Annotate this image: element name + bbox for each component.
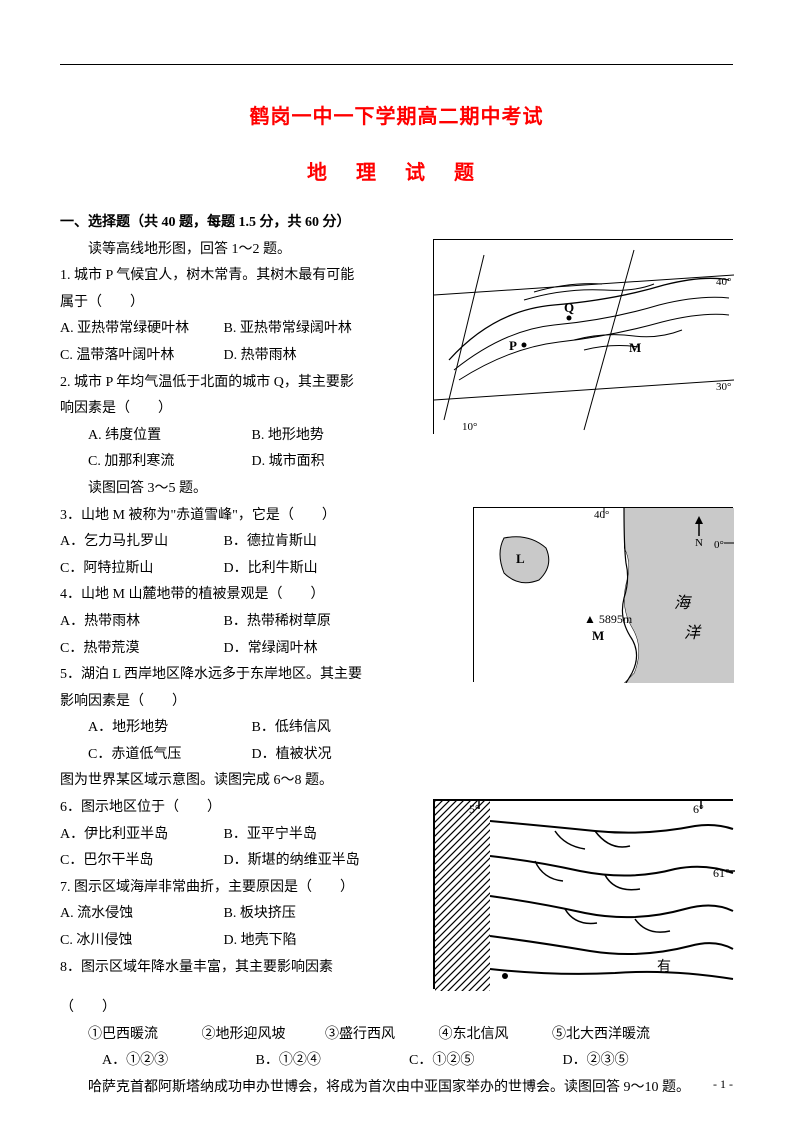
q3-option-d: D．比利牛斯山 bbox=[224, 556, 318, 583]
section-1-heading: 一、选择题（共 40 题，每题 1.5 分，共 60 分） bbox=[60, 210, 733, 237]
q7-option-d: D. 地壳下陷 bbox=[224, 928, 297, 955]
q8-item-4: ④东北信风 bbox=[439, 1022, 549, 1049]
q1-option-b: B. 亚热带常绿阔叶林 bbox=[224, 316, 352, 343]
q4-option-a: A．热带雨林 bbox=[60, 609, 220, 636]
q1-option-d: D. 热带雨林 bbox=[224, 343, 297, 370]
fig2-label-M: M bbox=[592, 628, 604, 643]
q6-option-b: B．亚平宁半岛 bbox=[224, 822, 317, 849]
q7-option-c: C. 冰川侵蚀 bbox=[60, 928, 220, 955]
q3-option-b: B．德拉肯斯山 bbox=[224, 529, 317, 556]
q8-item-3: ③盛行西风 bbox=[325, 1022, 435, 1049]
q7-option-b: B. 板块挤压 bbox=[224, 901, 296, 928]
q4-option-c: C．热带荒漠 bbox=[60, 636, 220, 663]
fig2-lon-40: 40° bbox=[594, 509, 609, 521]
fig1-lat-30: 30° bbox=[716, 381, 731, 393]
q8-item-5: ⑤北大西洋暖流 bbox=[552, 1022, 650, 1049]
exam-title-main: 鹤岗一中一下学期高二期中考试 bbox=[60, 98, 733, 136]
fig2-ocean-1: 海 bbox=[674, 594, 692, 612]
q6-option-a: A．伊比利亚半岛 bbox=[60, 822, 220, 849]
intro-q3-5: 读图回答 3～5 题。 bbox=[60, 476, 733, 503]
q4-option-d: D．常绿阔叶林 bbox=[224, 636, 318, 663]
q5-option-a: A．地形地势 bbox=[88, 715, 248, 742]
q8-option-a: A．①②③ bbox=[102, 1048, 252, 1075]
fig2-peak: ▲ 5895m bbox=[584, 612, 633, 626]
page-number: - 1 - bbox=[713, 1073, 733, 1096]
q2-option-a: A. 纬度位置 bbox=[88, 423, 248, 450]
fig1-label-P: P bbox=[509, 338, 517, 353]
q8-option-c: C．①②⑤ bbox=[409, 1048, 559, 1075]
q8-stem-main: 8．图示区域年降水量丰富，其主要影响因素 bbox=[60, 960, 333, 975]
q3-option-a: A．乞力马扎罗山 bbox=[60, 529, 220, 556]
fig1-label-M: M bbox=[629, 340, 641, 355]
fig2-lat-0: 0° bbox=[714, 539, 724, 551]
fig2-ocean-2: 洋 bbox=[684, 624, 702, 642]
q8-stem-l2: （ ） bbox=[60, 995, 733, 1022]
top-horizontal-rule bbox=[60, 64, 733, 65]
q6-option-d: D．斯堪的纳维亚半岛 bbox=[224, 848, 360, 875]
q1-option-c: C. 温带落叶阔叶林 bbox=[60, 343, 220, 370]
q8-option-d: D．②③⑤ bbox=[563, 1048, 713, 1075]
fig1-label-Q: Q bbox=[564, 300, 574, 315]
fig1-lon-10: 10° bbox=[462, 421, 477, 433]
q8-item-2: ②地形迎风坡 bbox=[202, 1022, 322, 1049]
q5-option-d: D．植被状况 bbox=[252, 742, 332, 769]
figure-2-africa-map: L ▲ 5895m M 海 洋 40° 0° N bbox=[473, 507, 733, 682]
exam-title-sub: 地 理 试 题 bbox=[60, 154, 733, 192]
fig2-compass-n: N bbox=[695, 537, 703, 549]
q8-option-b: B．①②④ bbox=[256, 1048, 406, 1075]
fig2-label-L: L bbox=[516, 551, 525, 566]
q1-option-a: A. 亚热带常绿硬叶林 bbox=[60, 316, 220, 343]
fig1-lat-40: 40° bbox=[716, 276, 731, 288]
q2-option-c: C. 加那利寒流 bbox=[88, 449, 248, 476]
q2-option-b: B. 地形地势 bbox=[252, 423, 324, 450]
figure-1-contour-map: P Q M 40° 30° 10° bbox=[433, 239, 733, 434]
q4-option-b: B．热带稀树草原 bbox=[224, 609, 331, 636]
intro-q6-8: 图为世界某区域示意图。读图完成 6～8 题。 bbox=[60, 768, 733, 795]
q7-option-a: A. 流水侵蚀 bbox=[60, 901, 220, 928]
q5-option-b: B．低纬信风 bbox=[252, 715, 331, 742]
q6-option-c: C．巴尔干半岛 bbox=[60, 848, 220, 875]
q5-option-c: C．赤道低气压 bbox=[88, 742, 248, 769]
intro-q9-10: 哈萨克首都阿斯塔纳成功申办世博会，将成为首次由中亚国家举办的世博会。读图回答 9… bbox=[60, 1075, 733, 1102]
q8-stem-line: 8．图示区域年降水量丰富，其主要影响因素 有 bbox=[60, 955, 733, 982]
q5-stem-l2: 影响因素是（ ） bbox=[60, 689, 733, 716]
q2-option-d: D. 城市面积 bbox=[252, 449, 325, 476]
fig3-lat-61: 61° bbox=[713, 866, 730, 880]
q3-option-c: C．阿特拉斯山 bbox=[60, 556, 220, 583]
q8-item-1: ①巴西暖流 bbox=[88, 1022, 198, 1049]
q8-stem-tail: 有 bbox=[657, 955, 671, 982]
fig3-lon-6: 6° bbox=[693, 802, 704, 816]
